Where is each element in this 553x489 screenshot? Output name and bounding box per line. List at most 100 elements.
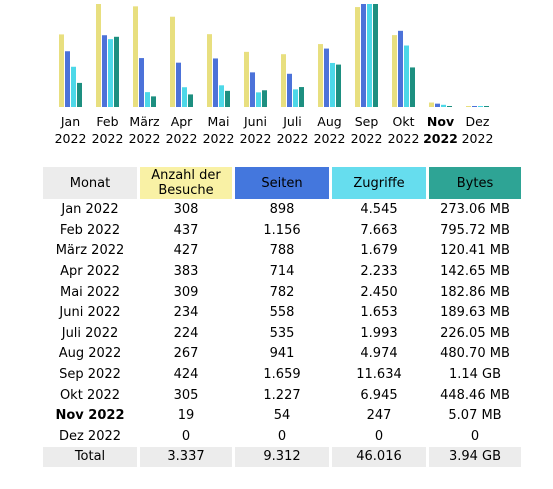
total-visits: 3.337: [140, 447, 232, 467]
bar-pages: [213, 58, 218, 107]
cell-bytes: 5.07 MB: [448, 408, 502, 424]
table-row: Jan 2022 308 898 4.545 273.06 MB: [43, 200, 521, 220]
bar-pages: [139, 58, 144, 107]
header-bytes: Bytes: [429, 167, 521, 199]
bars-group: [59, 4, 489, 108]
cell-bytes: 795.72 MB: [440, 222, 510, 238]
cell-hits: 2.233: [360, 264, 398, 280]
cell-pages: 54: [273, 408, 291, 424]
table-row: Apr 2022 383 714 2.233 142.65 MB: [43, 262, 521, 282]
bar-pages: [102, 35, 107, 108]
x-tick-month: Nov: [427, 114, 454, 129]
cell-pages: 1.156: [263, 222, 301, 238]
bar-hits: [145, 92, 150, 107]
x-tick-year: 2022: [351, 131, 383, 146]
header-pages: Seiten: [235, 167, 329, 199]
bar-hits: [404, 45, 409, 107]
bar-pages: [435, 103, 440, 107]
total-bytes: 3.94 GB: [429, 447, 521, 467]
x-tick-month: Okt: [393, 114, 415, 129]
bar-bytes: [225, 90, 230, 107]
bar-hits: [293, 89, 298, 107]
cell-visits: 427: [173, 243, 199, 259]
header-month: Monat: [43, 167, 137, 199]
cell-month: Jan 2022: [61, 202, 119, 218]
bar-bytes: [114, 36, 119, 107]
bar-bytes: [410, 67, 415, 107]
x-tick-month: März: [129, 114, 160, 129]
cell-visits: 267: [173, 346, 199, 362]
total-hits: 46.016: [332, 447, 426, 467]
bar-visits: [170, 16, 175, 107]
cell-bytes: 1.14 GB: [448, 367, 502, 383]
bar-pages: [287, 73, 292, 107]
x-tick-month: Juni: [243, 114, 267, 129]
cell-month: Feb 2022: [59, 222, 121, 238]
monthly-stats-table: Monat Anzahl der Besuche Seiten Zugriffe…: [40, 166, 524, 468]
bar-visits: [207, 34, 212, 107]
x-tick-year: 2022: [314, 131, 346, 146]
table-row: Mai 2022 309 782 2.450 182.86 MB: [43, 282, 521, 302]
cell-bytes: 480.70 MB: [440, 346, 510, 362]
table-row: Juli 2022 224 535 1.993 226.05 MB: [43, 324, 521, 344]
x-tick-year: 2022: [388, 131, 420, 146]
cell-month: Dez 2022: [58, 428, 122, 444]
bar-pages: [65, 51, 70, 107]
bar-visits: [318, 44, 323, 107]
bar-hits: [182, 87, 187, 107]
cell-month: Juli 2022: [61, 325, 119, 341]
cell-bytes: 0: [470, 428, 480, 444]
cell-visits: 309: [173, 284, 199, 300]
x-axis-labels: Jan 2022 Feb 2022 März 2022 Apr 2022 Mai 2022 Juni…: [55, 114, 494, 146]
cell-visits: 234: [173, 305, 199, 321]
x-tick-month: Feb: [96, 114, 118, 129]
bar-pages: [398, 30, 403, 107]
total-month: Total: [43, 447, 137, 467]
cell-month: März 2022: [55, 243, 125, 259]
bar-bytes: [188, 94, 193, 107]
x-tick-month: Dez: [466, 114, 490, 129]
bar-bytes: [447, 106, 452, 107]
x-tick-year: 2022: [129, 131, 161, 146]
bar-bytes: [336, 64, 341, 107]
table-row: Aug 2022 267 941 4.974 480.70 MB: [43, 344, 521, 364]
bar-hits: [330, 62, 335, 107]
table-row: Okt 2022 305 1.227 6.945 448.46 MB: [43, 385, 521, 405]
bar-hits: [71, 66, 76, 107]
cell-visits: 0: [181, 428, 191, 444]
bar-pages: [361, 4, 366, 107]
x-tick-year: 2022: [166, 131, 198, 146]
cell-pages: 535: [269, 325, 295, 341]
x-tick-year: 2022: [462, 131, 494, 146]
cell-pages: 0: [277, 428, 287, 444]
cell-visits: 437: [173, 222, 199, 238]
x-tick-month: Sep: [355, 114, 379, 129]
cell-bytes: 142.65 MB: [440, 264, 510, 280]
cell-month: Okt 2022: [59, 387, 121, 403]
cell-pages: 788: [269, 243, 295, 259]
cell-pages: 898: [269, 202, 295, 218]
table-body: Jan 2022 308 898 4.545 273.06 MB Feb 2022 437 1…: [43, 200, 521, 446]
bar-hits: [441, 104, 446, 107]
monthly-bar-chart: Jan 2022 Feb 2022 März 2022 Apr 2022 Mai 2022 Juni…: [55, 4, 494, 146]
x-tick-year: 2022: [277, 131, 309, 146]
cell-hits: 1.653: [360, 305, 398, 321]
x-tick-month: Apr: [171, 114, 193, 129]
bar-visits: [355, 7, 360, 108]
bar-bytes: [262, 90, 267, 107]
bar-hits: [367, 4, 372, 107]
bar-pages: [176, 62, 181, 107]
cell-bytes: 182.86 MB: [440, 284, 510, 300]
bar-visits: [429, 102, 434, 107]
cell-hits: 4.974: [360, 346, 398, 362]
bar-bytes: [151, 96, 156, 107]
x-tick-year: 2022: [240, 131, 272, 146]
x-tick-year: 2022: [55, 131, 87, 146]
x-tick-month: Aug: [317, 114, 341, 129]
cell-hits: 1.679: [360, 243, 398, 259]
bar-hits: [478, 106, 483, 107]
cell-pages: 1.659: [263, 367, 301, 383]
cell-visits: 424: [173, 367, 199, 383]
table-header-row: Monat Anzahl der Besuche Seiten Zugriffe…: [43, 167, 521, 199]
table-row: Feb 2022 437 1.156 7.663 795.72 MB: [43, 221, 521, 241]
